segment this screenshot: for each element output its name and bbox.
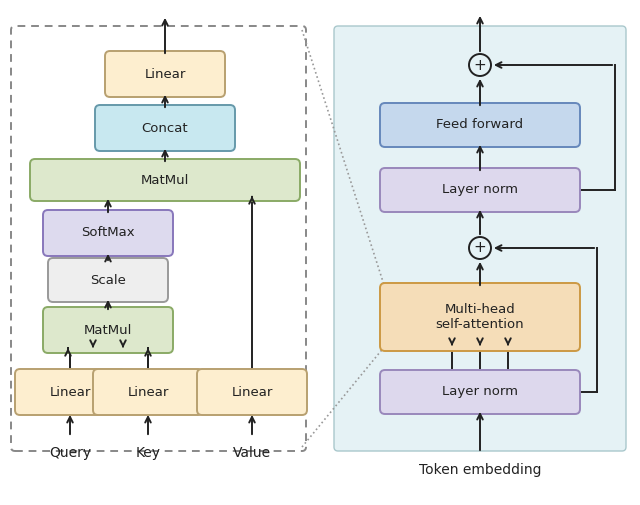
Text: Layer norm: Layer norm bbox=[442, 183, 518, 196]
FancyBboxPatch shape bbox=[380, 283, 580, 351]
FancyBboxPatch shape bbox=[48, 258, 168, 302]
Text: Linear: Linear bbox=[231, 385, 273, 398]
FancyBboxPatch shape bbox=[197, 369, 307, 415]
FancyBboxPatch shape bbox=[105, 51, 225, 97]
Text: Value: Value bbox=[233, 446, 271, 460]
FancyBboxPatch shape bbox=[30, 159, 300, 201]
Text: +: + bbox=[474, 58, 486, 73]
FancyBboxPatch shape bbox=[334, 26, 626, 451]
Text: Key: Key bbox=[136, 446, 161, 460]
FancyBboxPatch shape bbox=[11, 26, 306, 451]
FancyBboxPatch shape bbox=[93, 369, 203, 415]
Text: Query: Query bbox=[49, 446, 91, 460]
FancyBboxPatch shape bbox=[380, 370, 580, 414]
Text: Feed forward: Feed forward bbox=[436, 119, 524, 131]
Text: Token embedding: Token embedding bbox=[419, 463, 541, 477]
Text: Linear: Linear bbox=[144, 68, 186, 80]
FancyBboxPatch shape bbox=[380, 103, 580, 147]
Text: Layer norm: Layer norm bbox=[442, 385, 518, 398]
FancyBboxPatch shape bbox=[15, 369, 125, 415]
FancyBboxPatch shape bbox=[380, 168, 580, 212]
Text: SoftMax: SoftMax bbox=[81, 227, 135, 239]
Text: +: + bbox=[474, 240, 486, 256]
Text: Concat: Concat bbox=[141, 122, 188, 134]
FancyBboxPatch shape bbox=[43, 307, 173, 353]
Text: Linear: Linear bbox=[127, 385, 169, 398]
FancyBboxPatch shape bbox=[43, 210, 173, 256]
Text: MatMul: MatMul bbox=[141, 174, 189, 186]
Text: Linear: Linear bbox=[49, 385, 91, 398]
Text: Scale: Scale bbox=[90, 274, 126, 286]
FancyBboxPatch shape bbox=[95, 105, 235, 151]
Text: Multi-head
self-attention: Multi-head self-attention bbox=[436, 303, 524, 331]
Text: MatMul: MatMul bbox=[84, 324, 132, 336]
